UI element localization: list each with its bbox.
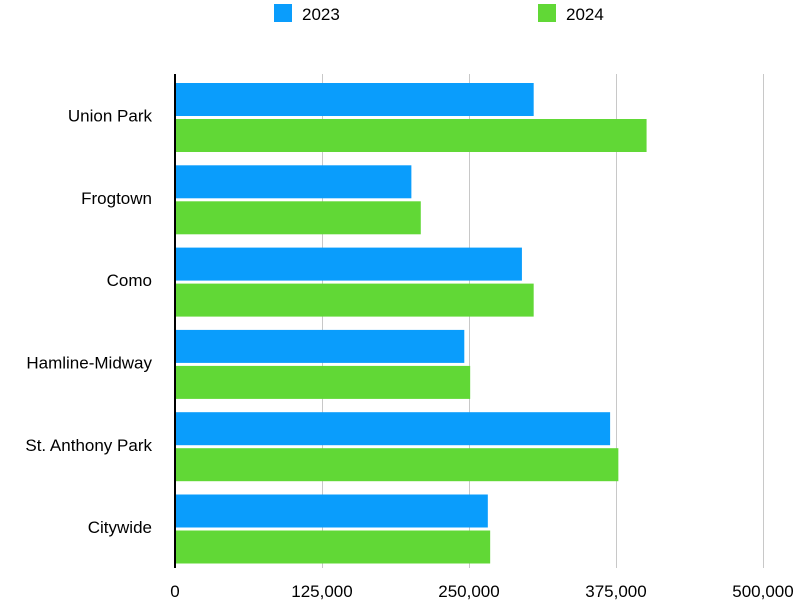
category-label: Union Park <box>68 107 153 126</box>
category-label: Como <box>107 271 152 290</box>
bar-2024-como <box>175 283 534 317</box>
category-label: Hamline-Midway <box>26 354 152 373</box>
bar-2024-citywide <box>175 530 491 564</box>
bar-2023-como <box>175 247 522 281</box>
category-label: Frogtown <box>81 189 152 208</box>
x-tick-label: 500,000 <box>732 582 793 600</box>
bar-2023-hamline-midway <box>175 329 465 363</box>
bar-2024-st-anthony-park <box>175 448 619 482</box>
legend-label-2024: 2024 <box>566 5 604 24</box>
legend: 2023 2024 <box>274 4 604 24</box>
bar-2024-union-park <box>175 119 647 152</box>
category-label: St. Anthony Park <box>25 436 152 455</box>
x-tick-label: 125,000 <box>291 582 352 600</box>
legend-swatch-2023 <box>274 4 292 22</box>
gridlines <box>322 74 764 568</box>
legend-swatch-2024 <box>538 4 556 22</box>
bar-2023-union-park <box>175 83 534 116</box>
legend-label-2023: 2023 <box>302 5 340 24</box>
bar-2023-citywide <box>175 494 488 528</box>
category-labels: Union Park Frogtown Como Hamline-Midway St. … <box>25 107 152 538</box>
category-label: Citywide <box>88 518 152 537</box>
bars <box>175 83 647 564</box>
x-tick-label: 375,000 <box>585 582 646 600</box>
bar-2024-frogtown <box>175 201 421 235</box>
bar-2023-st-anthony-park <box>175 412 611 446</box>
x-tick-label: 0 <box>170 582 179 600</box>
bar-2024-hamline-midway <box>175 365 471 399</box>
bar-2023-frogtown <box>175 165 412 199</box>
x-tick-label: 250,000 <box>438 582 499 600</box>
x-tick-labels: 0 125,000 250,000 375,000 500,000 <box>170 582 793 600</box>
